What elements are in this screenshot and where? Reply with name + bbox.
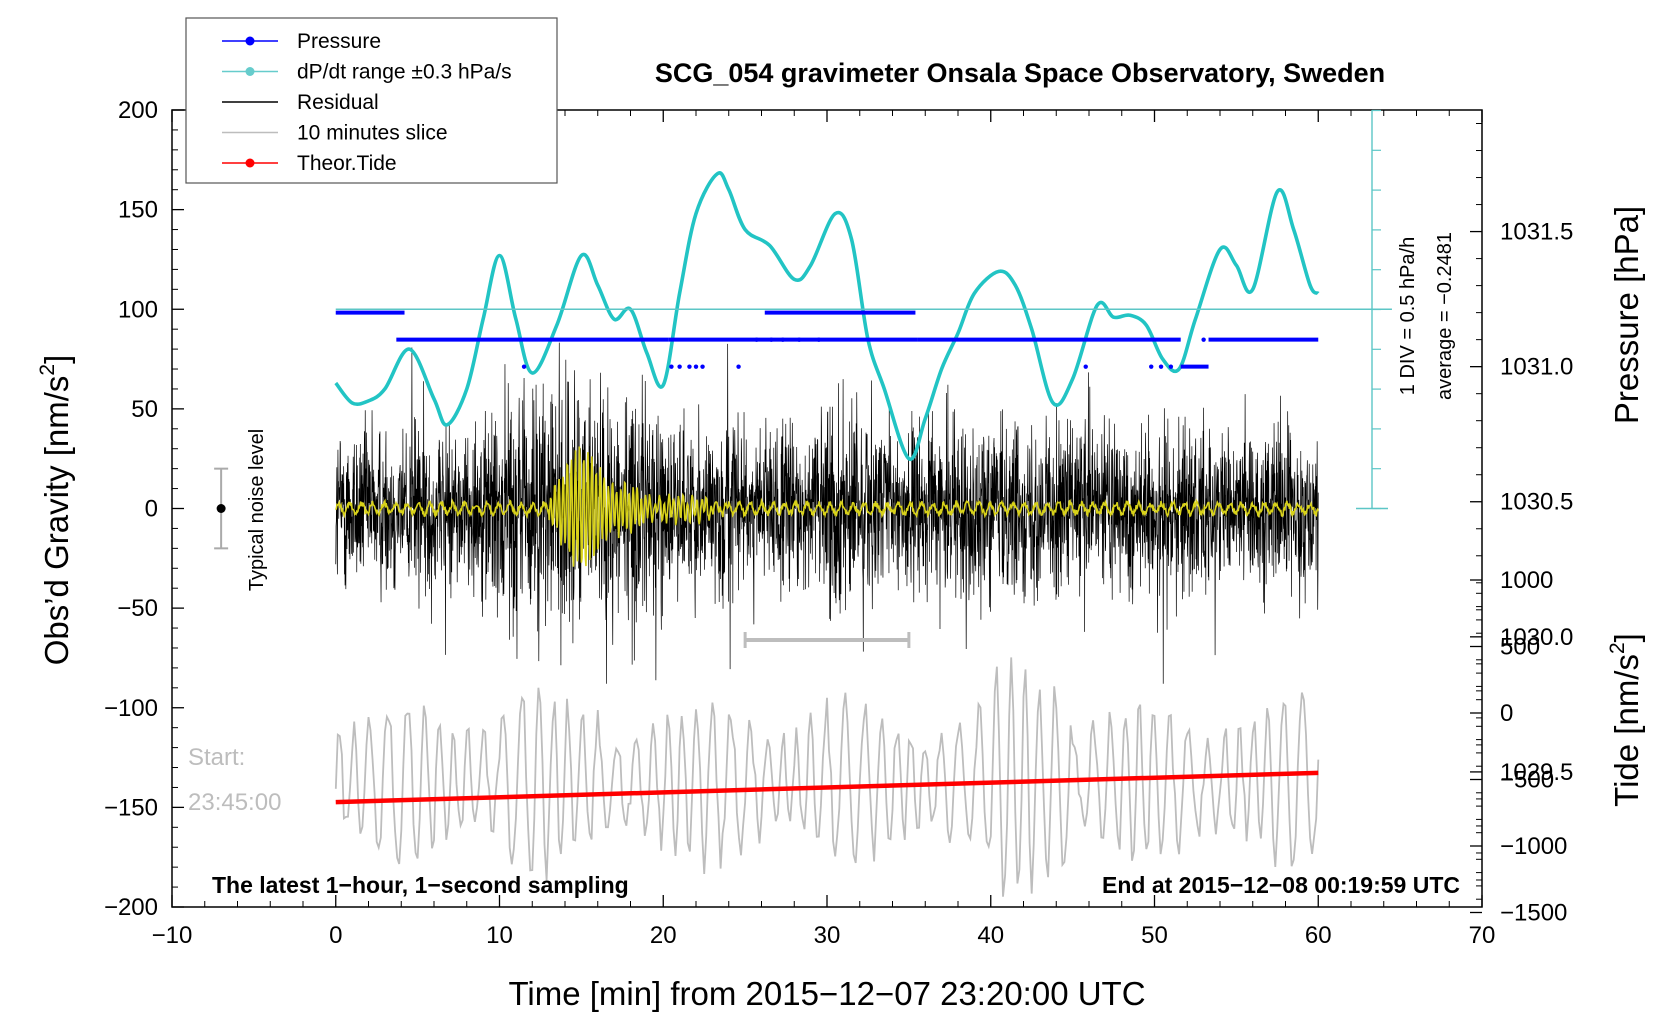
y-tick-label-left: 200 bbox=[118, 97, 158, 124]
pressure-point bbox=[736, 364, 741, 369]
y-tick-label-left: 150 bbox=[118, 197, 158, 224]
y-tick-label-left: −100 bbox=[104, 695, 158, 722]
y-tick-label-left: −50 bbox=[117, 595, 158, 622]
footer-right-label: End at 2015−12−08 00:19:59 UTC bbox=[1102, 872, 1460, 898]
y-axis-label-tide-end: ] bbox=[1608, 633, 1645, 642]
y-tick-label-pressure: 1029.5 bbox=[1500, 759, 1573, 786]
legend-swatch-marker bbox=[245, 36, 255, 46]
y-axis-label-tide-sup: 2 bbox=[1606, 642, 1629, 654]
legend-label: Residual bbox=[297, 91, 379, 114]
pressure-point bbox=[669, 364, 674, 369]
pressure-point bbox=[1158, 364, 1164, 369]
pressure-point bbox=[1149, 364, 1154, 369]
legend-label: Theor.Tide bbox=[297, 152, 397, 175]
residual-series-line bbox=[335, 342, 1319, 684]
average-label: average = −0.2481 bbox=[1434, 232, 1456, 400]
slice-series-line bbox=[334, 657, 1320, 897]
x-tick-label: 40 bbox=[977, 922, 1004, 949]
y-tick-label-left: 0 bbox=[145, 496, 158, 523]
x-tick-label: 0 bbox=[329, 922, 342, 949]
chart-title: SCG_054 gravimeter Onsala Space Observat… bbox=[655, 58, 1385, 88]
pressure-point bbox=[677, 364, 682, 369]
y-tick-label-pressure: 1030.5 bbox=[1500, 489, 1573, 516]
x-tick-label: 50 bbox=[1141, 922, 1168, 949]
dpdt-series-line bbox=[334, 171, 1320, 461]
y-tick-label-left: −200 bbox=[104, 894, 158, 921]
annotation-layer bbox=[214, 109, 1392, 649]
y-axis-label-pressure: Pressure [hPa] bbox=[1608, 206, 1645, 424]
legend-swatch-marker bbox=[245, 158, 255, 168]
y-axis-label-tide-main: Tide [nm/s bbox=[1608, 654, 1645, 807]
y-tick-label-left: 50 bbox=[131, 396, 158, 423]
pressure-point bbox=[780, 337, 785, 342]
axes-layer: −10 0 10 20 30 40 50 60 70200150100500−50−100−15… bbox=[104, 97, 1573, 949]
div-label: 1 DIV = 0.5 hPa/h bbox=[1397, 237, 1419, 395]
y-tick-label-pressure: 1031.0 bbox=[1500, 354, 1573, 381]
x-tick-label: 70 bbox=[1469, 922, 1496, 949]
y-tick-label-tide: −500 bbox=[1500, 767, 1554, 794]
pressure-point bbox=[693, 364, 699, 369]
series-layer bbox=[334, 171, 1320, 897]
x-tick-label: 10 bbox=[486, 922, 513, 949]
y-tick-label-tide: −1000 bbox=[1500, 833, 1567, 860]
legend-box bbox=[185, 17, 558, 184]
y-tick-label-left: 100 bbox=[118, 296, 158, 323]
x-tick-label: 30 bbox=[814, 922, 841, 949]
x-tick-label: −10 bbox=[152, 922, 193, 949]
y-tick-label-pressure: 1030.0 bbox=[1500, 624, 1573, 651]
y-tick-label-tide: 500 bbox=[1500, 634, 1540, 661]
pressure-point bbox=[796, 337, 802, 342]
plot-area bbox=[171, 109, 1483, 908]
pressure-point bbox=[1168, 364, 1174, 369]
pressure-point bbox=[769, 337, 774, 342]
legend: Pressure dP/dt range ±0.3 hPa/s Residual 10… bbox=[185, 17, 558, 184]
y-tick-label-tide: −1500 bbox=[1500, 900, 1567, 927]
tide-series-line bbox=[335, 770, 1319, 805]
legend-label: dP/dt range ±0.3 hPa/s bbox=[297, 61, 512, 84]
y-axis-label-left-main: Obs’d Gravity [nm/s bbox=[38, 376, 75, 666]
filtered-series-line bbox=[335, 446, 1320, 567]
pressure-point bbox=[754, 337, 759, 342]
pressure-point bbox=[816, 337, 822, 342]
pressure-point bbox=[687, 364, 692, 369]
legend-swatch-marker bbox=[245, 67, 255, 76]
x-axis-label: Time [min] from 2015−12−07 23:20:00 UTC bbox=[508, 975, 1145, 1012]
y-axis-label-tide: Tide [nm/s2] bbox=[1606, 633, 1645, 807]
legend-label: 10 minutes slice bbox=[297, 122, 448, 145]
y-tick-label-tide: 0 bbox=[1500, 700, 1513, 727]
noise-label: Typical noise level bbox=[246, 429, 268, 591]
start-label: Start: bbox=[188, 744, 245, 771]
x-tick-label: 60 bbox=[1305, 922, 1332, 949]
y-axis-label-left-end: ] bbox=[38, 355, 75, 364]
pressure-point bbox=[521, 364, 527, 369]
footer-left-label: The latest 1−hour, 1−second sampling bbox=[212, 872, 629, 898]
y-axis-label-left-sup: 2 bbox=[36, 364, 59, 376]
noise-point bbox=[216, 504, 226, 513]
legend-label: Pressure bbox=[297, 30, 381, 53]
y-tick-label-left: −150 bbox=[104, 794, 158, 821]
y-axis-label-left: Obs’d Gravity [nm/s2] bbox=[36, 355, 75, 666]
y-tick-label-pressure: 1031.5 bbox=[1500, 219, 1573, 246]
pressure-point bbox=[700, 364, 705, 369]
y-tick-label-tide: 1000 bbox=[1500, 567, 1553, 594]
pressure-point bbox=[1201, 337, 1206, 342]
start-time-label: 23:45:00 bbox=[188, 789, 281, 816]
pressure-point bbox=[1083, 364, 1088, 369]
x-tick-label: 20 bbox=[650, 922, 677, 949]
